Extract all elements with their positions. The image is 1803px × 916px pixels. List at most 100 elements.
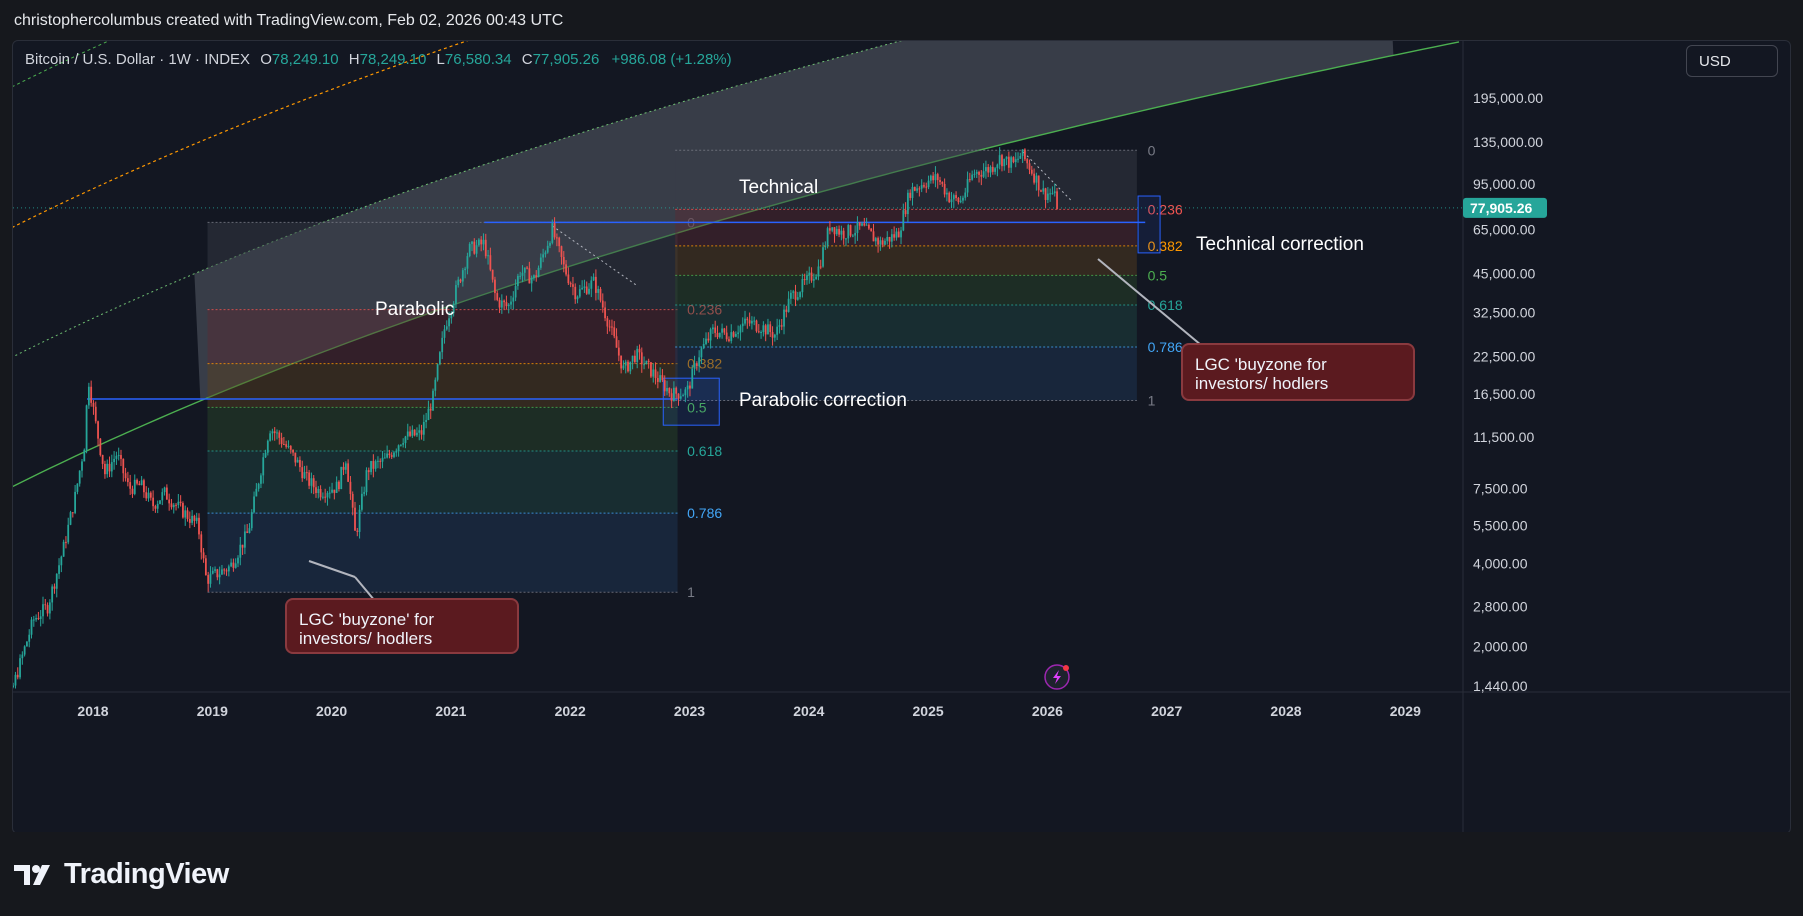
- candle-body: [32, 619, 35, 621]
- x-tick-label: 2027: [1151, 703, 1182, 719]
- candle-body: [1051, 193, 1054, 195]
- candle-body: [383, 457, 386, 459]
- candle-body: [682, 395, 684, 397]
- candle-body: [46, 605, 49, 614]
- candle-body: [287, 445, 290, 447]
- candle-body: [863, 223, 866, 226]
- y-tick-label: 65,000.00: [1473, 222, 1535, 238]
- credit-line: christophercolumbus created with Trading…: [14, 12, 564, 29]
- candle-body: [806, 275, 808, 281]
- y-tick-label: 2,800.00: [1473, 598, 1528, 614]
- annotation-technical-correction: Technical correction: [1196, 234, 1364, 255]
- candle-body: [289, 445, 292, 450]
- candle-body: [386, 453, 389, 458]
- candle-body: [645, 360, 648, 365]
- candle-body: [83, 449, 86, 462]
- candle-body: [948, 192, 951, 203]
- candle-body: [475, 245, 478, 254]
- candle-body: [516, 275, 519, 287]
- candle-body: [90, 386, 93, 403]
- candle-body: [890, 234, 893, 242]
- candle-body: [170, 503, 173, 508]
- candle-body: [147, 492, 150, 499]
- fib-parabolic-level-label-1: 0.236: [687, 302, 722, 318]
- candle-body: [636, 348, 639, 363]
- candle-body: [964, 192, 967, 198]
- candle-body: [356, 530, 359, 532]
- candle-body: [723, 328, 726, 333]
- y-tick-label: 1,440.00: [1473, 678, 1528, 694]
- fib-technical-level-label-2: 0.382: [1148, 238, 1183, 254]
- fib-technical-zone-3: [675, 275, 1137, 305]
- candle-body: [367, 470, 370, 473]
- open-label: O: [260, 51, 272, 68]
- candle-body: [250, 512, 253, 529]
- candle-body: [377, 460, 379, 462]
- candle-body: [911, 187, 914, 198]
- currency-button[interactable]: USD: [1686, 45, 1778, 77]
- candle-body: [326, 493, 329, 498]
- candle-body: [413, 429, 416, 436]
- candle-body: [987, 167, 990, 173]
- candle-body: [301, 467, 304, 479]
- x-tick-label: 2026: [1032, 703, 1063, 719]
- candle-body: [48, 602, 51, 614]
- candle-body: [684, 389, 687, 396]
- bottom-bar: [0, 832, 1803, 916]
- candle-body: [305, 472, 308, 474]
- candle-body: [393, 452, 395, 457]
- candle-body: [349, 481, 352, 494]
- candle-body: [161, 492, 164, 501]
- candle-body: [909, 192, 912, 198]
- candle-body: [409, 431, 411, 436]
- candle-body: [1017, 158, 1019, 160]
- candle-body: [519, 275, 522, 277]
- x-tick-label: 2028: [1270, 703, 1301, 719]
- candle-body: [1044, 188, 1047, 200]
- candle-body: [452, 303, 455, 313]
- tradingview-logo[interactable]: TradingView: [14, 858, 229, 891]
- fib-technical-zone-0: [675, 150, 1137, 210]
- candle-body: [861, 223, 863, 226]
- candle-body: [932, 175, 935, 181]
- open-value: 78,249.10: [271, 51, 339, 68]
- candle-body: [239, 544, 242, 558]
- candle-body: [732, 332, 735, 337]
- candle-body: [136, 479, 138, 484]
- y-tick-label: 16,500.00: [1473, 386, 1535, 402]
- candle-body: [101, 454, 104, 464]
- symbol-legend[interactable]: Bitcoin / U.S. Dollar · 1W · INDEX O78,2…: [25, 51, 732, 68]
- fib-parabolic-zone-3: [207, 407, 678, 451]
- candle-body: [204, 558, 207, 576]
- candle-body: [1021, 149, 1024, 157]
- candle-body: [445, 326, 448, 330]
- candle-body: [923, 185, 925, 187]
- y-tick-label: 95,000.00: [1473, 176, 1535, 192]
- candle-body: [126, 478, 129, 483]
- candle-body: [347, 463, 350, 482]
- candle-body: [716, 332, 719, 338]
- candle-body: [879, 240, 882, 245]
- annotation-parabolic: Parabolic: [375, 299, 454, 320]
- candle-body: [764, 325, 767, 335]
- candle-body: [459, 279, 462, 282]
- candle-body: [654, 369, 657, 379]
- candle-body: [58, 565, 60, 574]
- candle-body: [980, 174, 983, 177]
- candle-body: [507, 304, 510, 307]
- symbol-name[interactable]: Bitcoin / U.S. Dollar · 1W · INDEX: [25, 51, 251, 68]
- candle-body: [663, 380, 666, 392]
- candle-body: [294, 452, 297, 463]
- candle-body: [978, 171, 980, 175]
- candle-body: [854, 232, 857, 236]
- chart-panel[interactable]: 0 0.236 0.382 0.5 0.618 0.786 1 0 0.236 0.382 0.5 0…: [12, 40, 1791, 834]
- tradingview-logo-icon: [14, 864, 50, 885]
- candle-body: [572, 284, 574, 287]
- candle-body: [959, 200, 962, 203]
- candle-body: [191, 515, 194, 523]
- x-tick-label: 2021: [435, 703, 466, 719]
- candle-body: [122, 458, 125, 474]
- candle-body: [149, 492, 152, 498]
- price-chart[interactable]: 00.2360.3820.50.6180.786100.2360.3820.50…: [13, 41, 1790, 833]
- candle-body: [755, 320, 758, 332]
